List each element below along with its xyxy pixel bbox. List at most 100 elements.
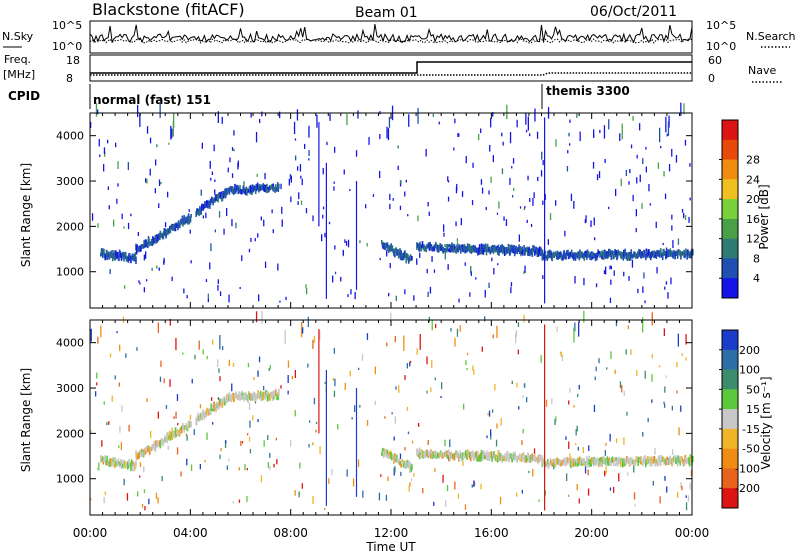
freq-trace [90, 61, 692, 74]
band-echo-1 [163, 440, 165, 444]
scatter-echo [432, 113, 434, 117]
scatter-echo [97, 223, 99, 228]
band-echo-7 [560, 252, 562, 259]
band-echo-6 [490, 451, 493, 459]
scatter-echo [355, 150, 358, 157]
band-echo-7 [551, 462, 554, 467]
scatter-echo [361, 353, 364, 361]
scatter-echo [347, 294, 349, 298]
scatter-echo [623, 390, 625, 396]
band-echo-4 [235, 391, 238, 398]
scatter-echo [605, 466, 607, 475]
scatter-echo [511, 166, 513, 169]
scatter-echo [275, 437, 277, 441]
band-echo-7 [621, 457, 623, 462]
scatter-echo [536, 131, 539, 139]
scatter-echo [587, 469, 589, 476]
band-echo-6 [478, 244, 481, 252]
scatter-echo [568, 494, 570, 497]
scatter-echo [603, 270, 606, 274]
scatter-echo [544, 490, 546, 496]
scatter-echo [176, 447, 179, 455]
scatter-echo [529, 133, 531, 137]
streak-echo [355, 388, 358, 497]
scatter-echo [577, 394, 579, 398]
cpid-segment-1: normal (fast) 151 [93, 93, 211, 107]
scatter-echo [231, 173, 234, 178]
scatter-echo [206, 355, 208, 360]
scatter-echo [527, 116, 529, 131]
band-echo-5 [401, 252, 404, 257]
colorbar-tick-label: -15 [742, 423, 760, 436]
scatter-echo [613, 486, 615, 493]
noise-left-tick-low: 10^0 [52, 40, 82, 53]
band-echo-6 [429, 453, 432, 459]
band-echo-7 [679, 459, 682, 466]
scatter-echo [465, 155, 467, 164]
band-echo-6 [503, 456, 506, 462]
scatter-echo [456, 238, 459, 243]
band-echo-7 [613, 462, 615, 467]
scatter-echo [201, 142, 203, 149]
band-echo-6 [423, 244, 425, 249]
band-echo-2 [190, 214, 192, 218]
scatter-echo [383, 447, 385, 452]
band-echo-0 [130, 463, 132, 472]
scatter-echo [229, 157, 231, 163]
scatter-echo [351, 417, 353, 420]
scatter-echo [487, 413, 489, 416]
band-echo-7 [589, 460, 591, 467]
scatter-echo [263, 219, 265, 227]
band-echo-5 [394, 249, 396, 258]
scatter-echo [287, 390, 289, 395]
scatter-echo [331, 468, 333, 476]
cpid-label: CPID [8, 89, 40, 103]
scatter-echo [434, 468, 436, 472]
band-echo-6 [481, 243, 484, 252]
scatter-echo [248, 248, 251, 253]
scatter-echo [308, 125, 310, 138]
scatter-echo [257, 370, 259, 377]
band-echo-6 [458, 453, 461, 462]
scatter-echo [450, 328, 452, 332]
scatter-echo [590, 220, 592, 227]
band-echo-4 [238, 391, 241, 399]
band-echo-7 [645, 253, 647, 261]
scatter-echo [609, 433, 611, 442]
band-echo-4 [260, 393, 263, 402]
scatter-echo [411, 440, 414, 444]
band-echo-0 [127, 462, 130, 469]
band-echo-7 [555, 253, 557, 257]
band-echo-0 [102, 461, 105, 465]
band-echo-3 [221, 193, 224, 202]
band-echo-1 [135, 243, 137, 251]
scatter-echo [551, 398, 553, 405]
band-echo-7 [624, 248, 626, 256]
scatter-echo [126, 493, 129, 501]
scatter-echo [190, 464, 193, 471]
scatter-echo [211, 171, 213, 175]
scatter-echo [366, 243, 368, 247]
scatter-echo [394, 416, 396, 424]
scatter-echo [665, 247, 668, 251]
band-echo-2 [171, 223, 174, 229]
scatter-echo [202, 215, 204, 219]
band-echo-0 [120, 254, 123, 261]
scatter-echo [252, 415, 254, 421]
scatter-echo [346, 113, 348, 126]
band-echo-7 [619, 459, 622, 467]
band-echo-7 [686, 252, 688, 260]
scatter-echo [267, 462, 269, 469]
scatter-echo [521, 440, 523, 445]
scatter-echo [176, 394, 179, 401]
scatter-echo [158, 203, 160, 208]
band-echo-0 [114, 253, 117, 261]
scatter-echo [403, 335, 405, 351]
band-echo-1 [159, 442, 162, 449]
band-echo-6 [476, 454, 478, 462]
scatter-echo [143, 489, 146, 494]
band-echo-3 [209, 407, 212, 415]
scatter-echo [109, 269, 111, 275]
scatter-echo [261, 111, 263, 117]
